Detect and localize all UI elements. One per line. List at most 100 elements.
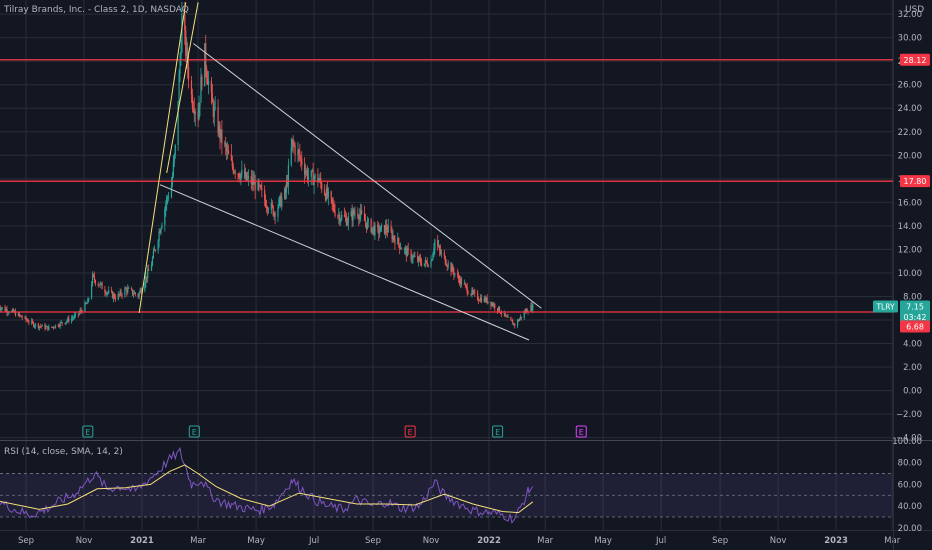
time-tick-label: Mar bbox=[537, 536, 554, 546]
candle-body bbox=[47, 326, 49, 330]
candle-body bbox=[241, 169, 243, 174]
earnings-marker[interactable] bbox=[575, 425, 587, 438]
time-tick-label: Mar bbox=[190, 536, 207, 546]
time-tick-label: May bbox=[247, 536, 265, 546]
candle-body bbox=[466, 286, 468, 293]
candle-body bbox=[181, 14, 183, 52]
candle-body bbox=[506, 316, 508, 318]
candle-body bbox=[480, 297, 483, 302]
candle-body bbox=[108, 290, 110, 293]
candle-body bbox=[374, 224, 376, 235]
candle-body bbox=[424, 260, 426, 264]
candle-body bbox=[239, 177, 241, 180]
rsi-panel[interactable] bbox=[0, 446, 893, 524]
earnings-marker[interactable] bbox=[82, 425, 94, 438]
earnings-marker[interactable] bbox=[404, 425, 416, 438]
candle-body bbox=[45, 326, 47, 329]
candle-body bbox=[219, 125, 221, 139]
candle-body bbox=[274, 213, 276, 217]
candle-body bbox=[459, 278, 462, 284]
candle-body bbox=[380, 226, 382, 232]
trendline[interactable] bbox=[193, 43, 542, 309]
candle-body bbox=[121, 294, 123, 296]
earnings-marker[interactable] bbox=[492, 425, 504, 438]
candle-body bbox=[477, 299, 480, 301]
level-label-box bbox=[900, 53, 930, 66]
candle-body bbox=[238, 173, 240, 178]
price-tick-label: 20.00 bbox=[898, 151, 922, 161]
candle-body bbox=[113, 294, 116, 298]
candle-body bbox=[430, 260, 432, 267]
candle-body bbox=[166, 197, 168, 205]
candle-body bbox=[393, 235, 395, 240]
candle-body bbox=[384, 225, 387, 234]
candle-body bbox=[531, 305, 533, 310]
rsi-tick-label: 60.00 bbox=[898, 480, 922, 490]
candle-body bbox=[94, 280, 97, 284]
candle-body bbox=[417, 256, 419, 262]
candle-body bbox=[317, 174, 319, 183]
candle-body bbox=[153, 249, 155, 252]
candle-body bbox=[53, 327, 56, 329]
candle-body bbox=[478, 300, 481, 302]
candle-body bbox=[265, 206, 268, 208]
rsi-tick-label: 80.00 bbox=[898, 459, 922, 469]
candle-body bbox=[419, 256, 421, 259]
candle-body bbox=[52, 326, 54, 328]
candle-body bbox=[41, 324, 43, 327]
candle-body bbox=[326, 188, 329, 197]
candle-body bbox=[314, 174, 316, 179]
candle-body bbox=[300, 157, 302, 159]
candle-body bbox=[517, 320, 520, 321]
candle-body bbox=[270, 202, 272, 210]
candle-body bbox=[28, 322, 30, 323]
time-tick-label: Sep bbox=[712, 536, 728, 546]
candle-body bbox=[472, 290, 474, 293]
candle-body bbox=[145, 276, 147, 284]
candle-body bbox=[117, 294, 119, 300]
candle-body bbox=[325, 188, 328, 200]
trendline[interactable] bbox=[166, 2, 199, 174]
price-tick-label: −4.00 bbox=[896, 434, 922, 444]
candle-body bbox=[360, 210, 362, 215]
candle-body bbox=[230, 154, 232, 161]
candle-body bbox=[418, 256, 420, 262]
price-tick-label: 16.00 bbox=[898, 198, 922, 208]
rsi-tick-label: 40.00 bbox=[898, 502, 922, 512]
candle-body bbox=[128, 288, 130, 289]
trendline[interactable] bbox=[159, 184, 530, 341]
candle-body bbox=[85, 302, 87, 304]
candle-body bbox=[134, 292, 136, 295]
candle-body bbox=[400, 248, 403, 250]
candle-body bbox=[464, 283, 466, 285]
earnings-marker[interactable] bbox=[188, 425, 200, 438]
rsi-line[interactable] bbox=[0, 446, 534, 524]
candle-body bbox=[99, 283, 101, 286]
candle-body bbox=[194, 111, 196, 115]
candle-body bbox=[60, 322, 62, 323]
candle-body bbox=[465, 284, 467, 287]
candle-body bbox=[405, 248, 407, 257]
level-label: 17.80 bbox=[904, 177, 927, 186]
low-label-box bbox=[900, 320, 930, 333]
rsi-sma-line[interactable] bbox=[0, 464, 534, 514]
candle-body bbox=[167, 197, 169, 199]
candle-body bbox=[361, 210, 363, 214]
trendline[interactable] bbox=[138, 2, 187, 314]
candle-body bbox=[406, 248, 408, 257]
candle-body bbox=[72, 317, 75, 319]
candle-body bbox=[332, 202, 334, 205]
candle-body bbox=[104, 289, 106, 293]
candle-body bbox=[201, 76, 203, 87]
candle-body bbox=[139, 289, 141, 293]
candle-body bbox=[61, 322, 63, 324]
candle-body bbox=[444, 256, 446, 265]
candle-body bbox=[18, 313, 20, 316]
candle-body bbox=[492, 303, 494, 306]
candle-body bbox=[107, 292, 109, 294]
candle-body bbox=[479, 297, 482, 301]
candle-body bbox=[126, 288, 128, 293]
candle-body bbox=[273, 213, 275, 216]
